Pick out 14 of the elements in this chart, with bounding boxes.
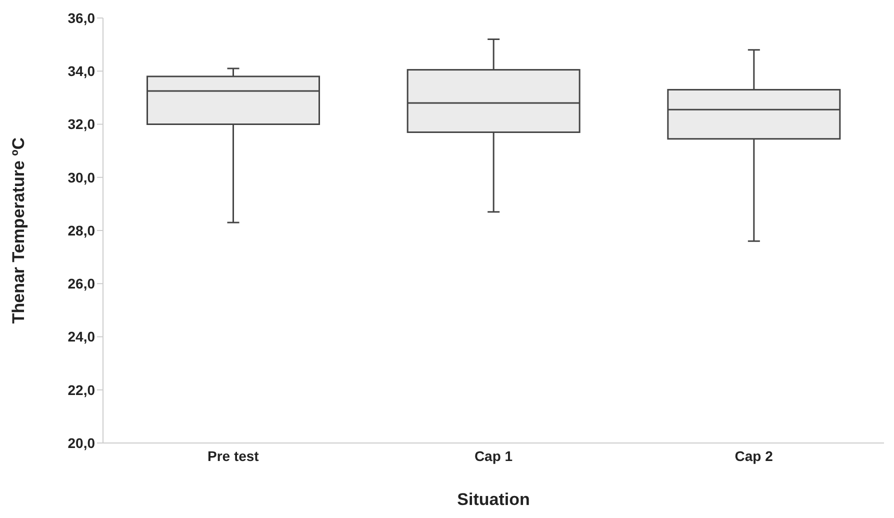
y-tick-label: 34,0 [68,63,96,80]
y-tick-label: 20,0 [68,434,96,451]
x-tick-label: Cap 1 [474,448,513,464]
y-axis-title: Thenar Temperature ºC [9,137,28,324]
y-tick-label: 36,0 [68,10,96,26]
x-axis-title: Situation [457,490,530,509]
y-tick-label: 26,0 [68,276,96,292]
x-tick-label: Cap 2 [734,448,774,464]
y-tick-label: 32,0 [68,116,96,132]
x-tick-label: Pre test [207,448,260,464]
y-tick-label: 22,0 [68,382,96,398]
y-tick-label: 28,0 [68,222,96,238]
y-tick-label: 30,0 [68,169,96,186]
y-tick-label: 24,0 [68,328,96,345]
